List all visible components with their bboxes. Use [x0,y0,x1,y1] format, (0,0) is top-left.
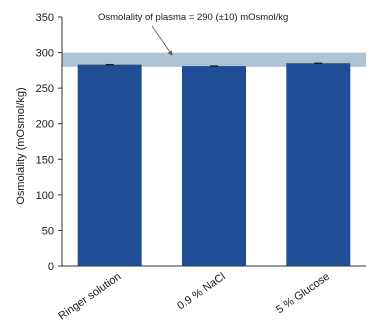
x-category-label: 0.9 % NaCl [175,271,227,313]
y-tick-label: 350 [36,12,54,24]
y-tick-label: 100 [36,190,54,202]
y-tick-label: 50 [42,225,54,237]
y-tick-label: 150 [36,154,54,166]
y-axis-title: Osmolality (mOsmol/kg) [15,87,27,204]
plasma-osmolality-annotation: Osmolality of plasma = 290 (±10) mOsmol/… [98,12,288,23]
x-category-label: Ringer solution [56,271,123,323]
bar-3 [286,63,351,266]
annotation-arrow [151,25,173,56]
bar-2 [182,66,246,267]
x-category-label: 5 % Glucose [274,271,332,317]
y-tick-label: 200 [36,119,54,131]
y-tick-label: 300 [36,48,54,60]
bar-1 [77,64,142,266]
y-tick-label: 0 [48,261,54,273]
y-tick-label: 250 [36,83,54,95]
